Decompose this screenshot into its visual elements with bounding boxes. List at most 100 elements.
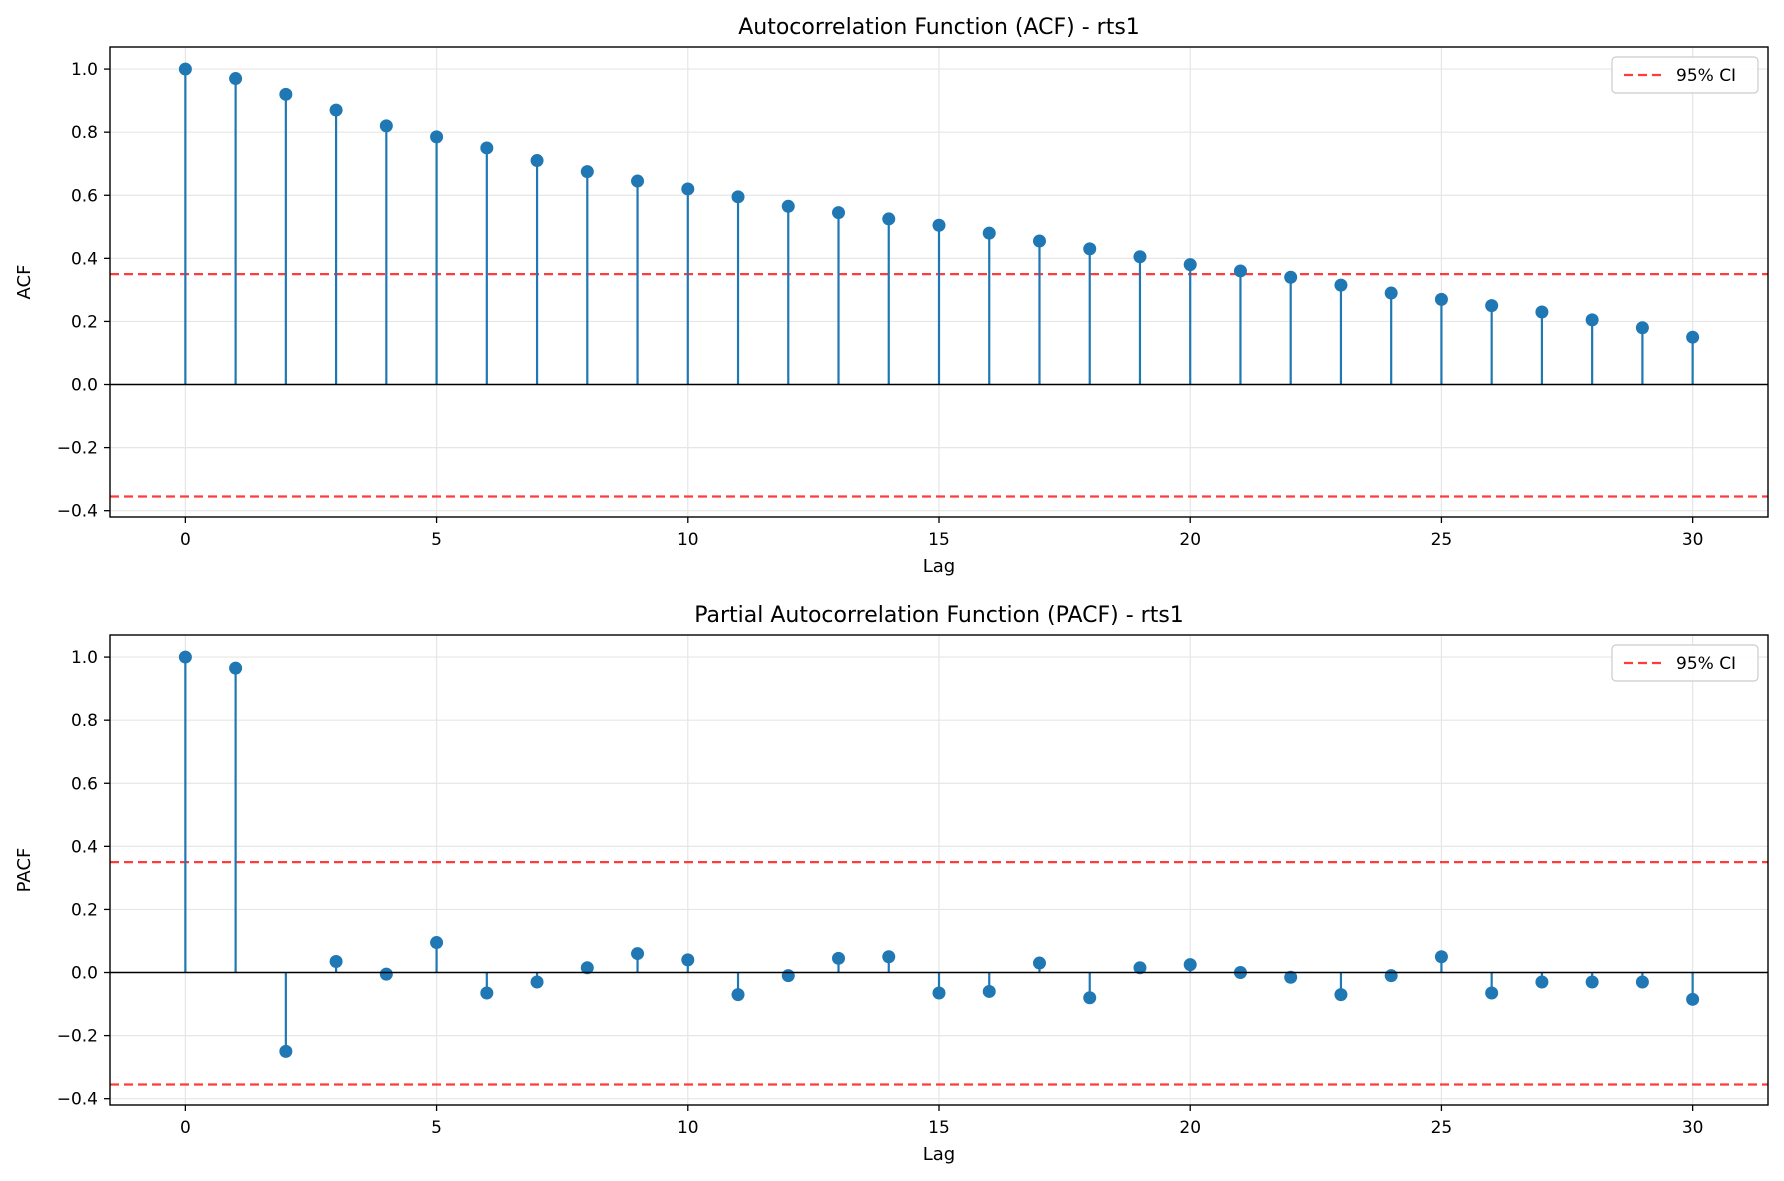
x-tick-label: 5 xyxy=(431,530,442,550)
stem-marker xyxy=(1535,975,1549,989)
y-tick-label: −0.4 xyxy=(57,502,98,522)
stem-marker xyxy=(832,206,846,220)
acf-panel: 0 5 10 15 20 25 30 −0.4 −0.2 0.0 0.2 0.4 0.6 0.8 1.0 Au… xyxy=(14,15,1769,577)
y-tick-label: 0.2 xyxy=(71,900,98,920)
stem-marker xyxy=(1635,975,1649,989)
gridlines xyxy=(110,635,1768,1105)
stem-marker xyxy=(229,661,243,675)
y-tick-label: 0.8 xyxy=(71,711,98,731)
chart-title: Autocorrelation Function (ACF) - rts1 xyxy=(738,15,1140,40)
stem-marker xyxy=(731,988,745,1002)
x-tick-label: 0 xyxy=(180,1118,191,1138)
stem-marker xyxy=(781,199,795,213)
stem-marker xyxy=(932,218,946,232)
x-tick-label: 25 xyxy=(1431,1118,1453,1138)
y-tick-label: 0.6 xyxy=(71,774,98,794)
stem-marker xyxy=(1183,958,1197,972)
stem-marker xyxy=(1083,991,1097,1005)
pacf-panel: 0 5 10 15 20 25 30 −0.4 −0.2 0.0 0.2 0.4 0.6 0.8 1.0 Pa… xyxy=(14,603,1769,1165)
stem-marker xyxy=(1434,950,1448,964)
stem-marker xyxy=(1485,986,1499,1000)
stem-marker xyxy=(1133,250,1147,264)
x-tick-label: 10 xyxy=(677,1118,699,1138)
y-axis-label: ACF xyxy=(14,265,35,300)
stem-marker xyxy=(1686,330,1700,344)
stem-marker xyxy=(1334,988,1348,1002)
stem-marker xyxy=(631,174,645,188)
stem-marker xyxy=(1585,975,1599,989)
stem-marker xyxy=(329,954,343,968)
stem-marker xyxy=(430,130,444,144)
stem-marker xyxy=(781,969,795,983)
y-tick-label: 0.4 xyxy=(71,837,98,857)
x-tick-label: 30 xyxy=(1682,1118,1704,1138)
y-tick-label: 1.0 xyxy=(71,60,98,80)
stem-marker xyxy=(982,984,996,998)
stem-marker xyxy=(1183,258,1197,272)
stem-series xyxy=(178,62,1700,385)
y-tick-label: −0.4 xyxy=(57,1090,98,1110)
x-tick-label: 30 xyxy=(1682,530,1704,550)
stem-marker xyxy=(530,975,544,989)
stem-marker xyxy=(178,62,192,76)
legend-box xyxy=(1611,644,1759,682)
stem-marker xyxy=(1384,969,1398,983)
stem-series xyxy=(178,650,1700,1058)
x-axis-label: Lag xyxy=(923,1144,955,1165)
legend-ci-label: 95% CI xyxy=(1676,66,1736,86)
y-axis-label: PACF xyxy=(14,848,35,893)
y-tick-label: 0.2 xyxy=(71,312,98,332)
stem-marker xyxy=(480,141,494,155)
stem-marker xyxy=(1284,270,1298,284)
stem-marker xyxy=(530,154,544,168)
stem-marker xyxy=(681,953,695,967)
stem-marker xyxy=(882,950,896,964)
y-tick-label: 0.4 xyxy=(71,249,98,269)
stem-marker xyxy=(379,967,393,981)
stem-marker xyxy=(832,951,846,965)
stem-marker xyxy=(279,87,293,101)
stem-marker xyxy=(430,936,444,950)
legend: 95% CI xyxy=(1611,644,1759,682)
stem-marker xyxy=(1284,970,1298,984)
legend-box xyxy=(1611,56,1759,94)
stem-marker xyxy=(480,986,494,1000)
x-tick-label: 20 xyxy=(1179,1118,1201,1138)
stem-marker xyxy=(379,119,393,133)
legend: 95% CI xyxy=(1611,56,1759,94)
stem-marker xyxy=(1434,292,1448,306)
stem-marker xyxy=(1535,305,1549,319)
y-tick-label: 0.0 xyxy=(71,376,98,396)
x-tick-label: 25 xyxy=(1431,530,1453,550)
stem-marker xyxy=(1083,242,1097,256)
x-tick-label: 0 xyxy=(180,530,191,550)
legend-ci-label: 95% CI xyxy=(1676,654,1736,674)
x-tick-label: 10 xyxy=(677,530,699,550)
stem-marker xyxy=(1686,992,1700,1006)
y-tick-label: 0.6 xyxy=(71,186,98,206)
x-tick-label: 20 xyxy=(1179,530,1201,550)
stem-marker xyxy=(229,72,243,86)
x-tick-label: 15 xyxy=(928,1118,950,1138)
y-tick-label: 0.8 xyxy=(71,123,98,143)
stem-marker xyxy=(882,212,896,226)
x-tick-label: 15 xyxy=(928,530,950,550)
y-tick-label: 0.0 xyxy=(71,964,98,984)
stem-marker xyxy=(982,226,996,240)
stem-marker xyxy=(631,947,645,961)
stem-marker xyxy=(580,165,594,179)
stem-marker xyxy=(1233,264,1247,278)
stem-marker xyxy=(681,182,695,196)
y-tick-label: −0.2 xyxy=(57,439,98,459)
stem-marker xyxy=(1585,313,1599,327)
stem-marker xyxy=(580,961,594,975)
stem-marker xyxy=(932,986,946,1000)
stem-marker xyxy=(329,103,343,117)
chart-title: Partial Autocorrelation Function (PACF) … xyxy=(694,603,1184,628)
stem-marker xyxy=(1635,321,1649,335)
stem-marker xyxy=(731,190,745,204)
x-tick-label: 5 xyxy=(431,1118,442,1138)
stem-marker xyxy=(1384,286,1398,300)
stem-marker xyxy=(1032,234,1046,248)
